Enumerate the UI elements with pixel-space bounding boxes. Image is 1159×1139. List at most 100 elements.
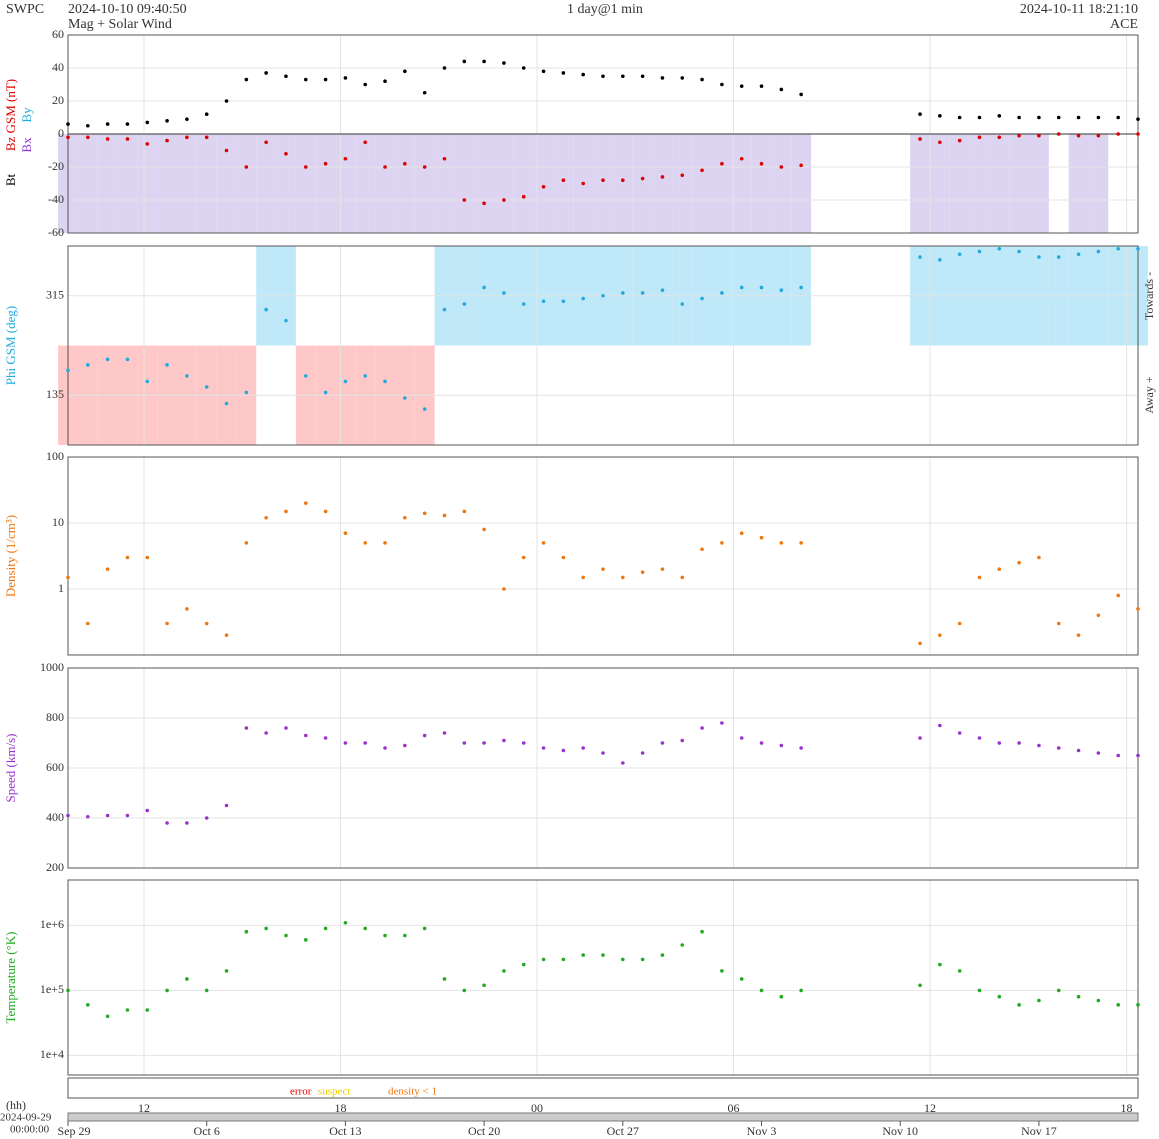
data-point (779, 541, 784, 545)
data-point (403, 933, 407, 938)
data-point (1017, 560, 1021, 565)
y-tick-label: 315 (46, 288, 64, 302)
data-point (462, 741, 467, 745)
negative-bz-shade (77, 134, 98, 233)
data-point (601, 751, 605, 755)
data-point (165, 119, 169, 123)
data-point (759, 84, 764, 88)
data-point (561, 555, 566, 560)
data-point (284, 318, 288, 323)
data-point (1116, 132, 1120, 136)
data-point (224, 633, 229, 637)
data-point (680, 738, 685, 743)
data-point (739, 156, 744, 161)
y-tick-label: -20 (48, 159, 64, 173)
y-axis-label: Temperature (°K) (3, 932, 18, 1024)
status-frame (67, 1077, 1139, 1099)
data-point (739, 285, 744, 290)
data-point (323, 926, 328, 931)
start-time-of-day: 00:00:00 (10, 1124, 50, 1136)
data-point (541, 299, 546, 304)
data-point (621, 957, 625, 962)
x-tick-label: Oct 20 (468, 1124, 500, 1138)
data-point (165, 138, 169, 143)
data-point (343, 741, 348, 745)
data-point (244, 77, 249, 82)
data-point (145, 555, 150, 560)
data-point (759, 535, 764, 540)
data-point (779, 743, 784, 748)
y-tick-label: 800 (46, 710, 64, 724)
hour-tick-label: 06 (728, 1101, 740, 1115)
data-point (640, 291, 645, 295)
data-point (1056, 132, 1061, 136)
data-point (204, 621, 209, 626)
data-point (561, 748, 566, 753)
negative-bz-shade (256, 134, 277, 233)
data-point (343, 920, 348, 925)
data-point (264, 926, 268, 931)
data-point (442, 156, 447, 161)
data-point (244, 929, 249, 934)
data-point (720, 291, 724, 295)
data-point (957, 138, 962, 143)
negative-bz-shade (196, 134, 217, 233)
negative-bz-shade (97, 134, 118, 233)
data-point (938, 258, 942, 262)
data-point (244, 165, 249, 169)
data-point (1136, 132, 1140, 136)
data-point (521, 302, 526, 306)
y-tick-label: 10 (52, 515, 64, 529)
x-tick-label: Oct 6 (194, 1124, 220, 1138)
data-point (403, 396, 407, 400)
data-point (363, 926, 368, 931)
data-point (700, 929, 704, 934)
data-point (561, 71, 566, 75)
status-legend: error (290, 1086, 312, 1098)
data-point (105, 357, 110, 362)
y-axis-label: By (19, 107, 34, 123)
data-point (1136, 1003, 1140, 1007)
data-point (86, 363, 90, 367)
data-point (1136, 607, 1140, 611)
start-time: 2024-10-10 09:40:50 (68, 2, 187, 17)
data-point (739, 531, 744, 536)
data-point (918, 137, 922, 141)
y-axis-label: Density (1/cm³) (3, 515, 18, 597)
data-point (86, 123, 90, 128)
data-point (303, 165, 308, 169)
data-point (1037, 115, 1041, 120)
data-point (502, 969, 506, 973)
data-point (403, 69, 407, 74)
data-point (363, 741, 368, 745)
data-point (125, 1008, 130, 1012)
data-point (1096, 115, 1101, 120)
y-tick-label: 200 (46, 860, 64, 874)
negative-bz-shade (236, 134, 257, 233)
data-point (521, 741, 526, 745)
slider[interactable] (67, 1112, 1139, 1122)
data-point (383, 541, 387, 545)
data-point (343, 76, 348, 80)
x-tick-label: Nov 17 (1021, 1124, 1057, 1138)
data-point (482, 59, 486, 64)
data-point (1096, 998, 1101, 1003)
data-point (482, 285, 486, 290)
data-point (105, 567, 110, 571)
negative-bz-shade (711, 134, 732, 233)
data-point (224, 969, 229, 973)
data-point (1037, 743, 1041, 748)
data-point (561, 299, 566, 304)
data-point (1076, 133, 1081, 138)
data-point (66, 813, 70, 818)
data-point (224, 148, 229, 153)
data-point (541, 541, 546, 545)
data-point (462, 198, 467, 202)
data-point (66, 368, 70, 373)
negative-bz-shade (929, 134, 950, 233)
data-point (66, 135, 70, 140)
data-point (660, 175, 665, 179)
data-point (105, 813, 110, 818)
data-point (502, 291, 506, 295)
data-point (799, 541, 803, 545)
